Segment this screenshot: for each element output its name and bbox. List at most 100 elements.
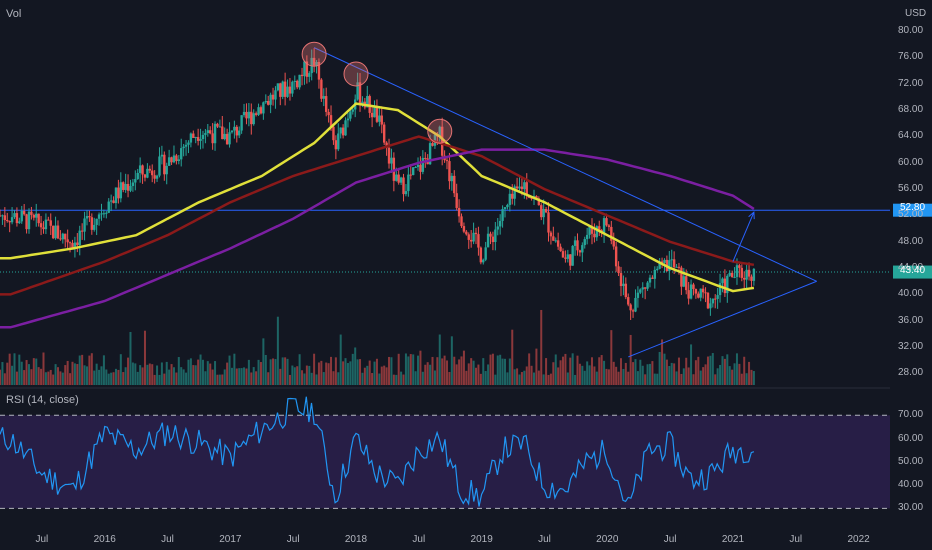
candle-body — [428, 143, 432, 165]
volume-bar — [414, 371, 417, 385]
volume-bar — [373, 361, 376, 385]
candle-body — [424, 157, 427, 159]
candle-body — [590, 226, 594, 234]
time-tick-label: Jul — [663, 534, 677, 545]
candle-body — [308, 73, 311, 77]
volume-bar — [371, 373, 374, 385]
volume-bar — [685, 357, 688, 385]
volume-bar — [561, 356, 564, 385]
volume-bar — [110, 372, 113, 385]
candle-body — [30, 211, 33, 215]
volume-bar — [496, 355, 499, 385]
volume-bar — [479, 373, 482, 385]
volume-bar — [697, 356, 700, 385]
volume-bar — [354, 347, 357, 385]
price-tick-label: 68.00 — [898, 104, 924, 116]
candle-body — [617, 266, 620, 274]
candle-body — [78, 230, 81, 246]
candle-body — [465, 231, 468, 235]
volume-bar — [146, 364, 149, 385]
candle-body — [131, 182, 135, 186]
price-tick-label: 28.00 — [898, 367, 924, 379]
candle-body — [535, 196, 538, 199]
candle-body — [489, 233, 492, 237]
candle-body — [242, 111, 246, 116]
volume-bar — [424, 364, 427, 385]
volume-bar — [151, 364, 154, 385]
candle-body — [211, 133, 214, 144]
volume-bar — [533, 372, 535, 385]
volume-bar — [363, 367, 366, 385]
candle-body — [20, 210, 23, 222]
volume-bar — [400, 371, 403, 385]
candle-body — [515, 186, 519, 189]
candle-body — [723, 278, 727, 294]
candle-body — [738, 265, 741, 268]
volume-bar — [491, 353, 494, 385]
volume-bar — [641, 365, 644, 385]
candle-body — [68, 242, 72, 244]
current-tag-bg — [893, 265, 932, 279]
volume-bar — [690, 344, 693, 385]
candle-body — [10, 217, 14, 223]
volume-bar — [417, 355, 420, 385]
candle-body — [573, 240, 577, 246]
volume-bar — [441, 358, 444, 385]
candle-body — [42, 227, 45, 230]
candle-body — [513, 186, 516, 199]
volume-bar — [11, 365, 14, 385]
candle-body — [93, 224, 96, 230]
candle-body — [105, 212, 108, 214]
candle-body — [409, 174, 412, 176]
candle-body — [622, 283, 625, 287]
volume-bar — [639, 359, 642, 385]
candle-body — [578, 250, 582, 253]
candle-body — [134, 179, 137, 183]
candle-body — [32, 214, 36, 218]
candle-body — [697, 293, 700, 298]
volume-bar — [66, 360, 69, 385]
candle-body — [455, 193, 458, 208]
volume-bar — [105, 369, 108, 385]
candle-body — [503, 207, 507, 210]
candle-body — [80, 230, 84, 232]
volume-bar — [421, 371, 424, 385]
time-tick-label: 2022 — [847, 534, 870, 545]
volume-bar — [508, 358, 511, 385]
candle-body — [61, 233, 65, 240]
volume-bar — [462, 350, 465, 385]
volume-bar — [114, 368, 117, 385]
volume-bar — [646, 364, 649, 385]
candle-body — [484, 247, 487, 260]
volume-bar — [23, 370, 26, 385]
candle-body — [474, 232, 478, 235]
volume-bar — [726, 354, 729, 385]
candle-body — [182, 146, 185, 149]
volume-bar — [235, 368, 238, 385]
volume-bar — [607, 369, 610, 385]
candle-body — [361, 101, 364, 105]
candle-body — [651, 277, 654, 279]
volume-bar — [247, 359, 250, 385]
candle-body — [636, 292, 640, 298]
candle-body — [194, 137, 197, 139]
arrow-head — [748, 211, 755, 220]
candle-body — [709, 303, 712, 309]
candle-body — [267, 101, 270, 105]
candle-body — [279, 83, 282, 97]
candle-body — [716, 295, 719, 299]
volume-bar — [85, 366, 88, 385]
candle-body — [312, 57, 316, 66]
volume-bar — [634, 359, 637, 385]
candle-body — [329, 115, 333, 127]
volume-bar — [673, 363, 676, 385]
candle-body — [177, 159, 181, 162]
candle-body — [293, 80, 296, 82]
volume-bar — [13, 353, 16, 385]
volume-bar — [752, 371, 755, 385]
candle-body — [733, 276, 736, 278]
volume-bar — [598, 357, 601, 385]
volume-bar — [351, 353, 354, 385]
candle-body — [656, 268, 659, 270]
